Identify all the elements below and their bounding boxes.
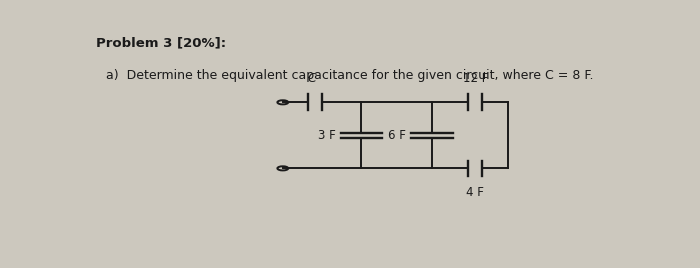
Text: $C$: $C$ [307,72,318,85]
Text: a)  Determine the equivalent capacitance for the given circuit, where C = 8 F.: a) Determine the equivalent capacitance … [106,69,594,82]
Text: 6 F: 6 F [388,129,406,142]
Text: Problem 3 [20%]:: Problem 3 [20%]: [96,36,226,49]
Text: 4 F: 4 F [466,186,484,199]
Text: 3 F: 3 F [318,129,335,142]
Text: 12 F: 12 F [463,72,488,85]
